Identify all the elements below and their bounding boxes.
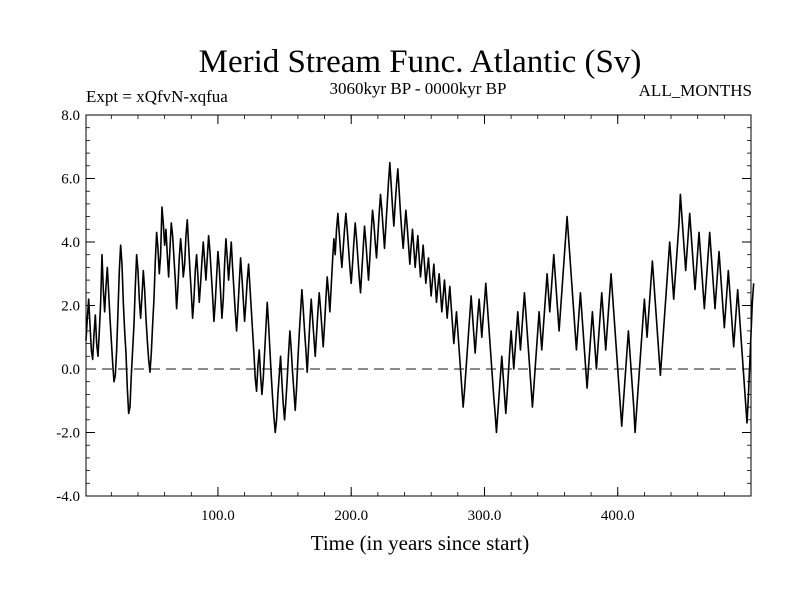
y-tick-label: 8.0 xyxy=(61,108,80,124)
y-tick-label: 4.0 xyxy=(61,235,80,251)
y-tick-label: 0.0 xyxy=(61,362,80,378)
x-tick-label: 300.0 xyxy=(468,508,502,524)
y-tick-label: 6.0 xyxy=(61,172,80,188)
x-tick-label: 100.0 xyxy=(201,508,235,524)
period-label: 3060kyr BP - 0000kyr BP xyxy=(330,79,507,98)
x-tick-label: 400.0 xyxy=(601,508,635,524)
y-tick-label: 2.0 xyxy=(61,299,80,315)
x-axis-label: Time (in years since start) xyxy=(311,531,530,555)
plot-frame xyxy=(85,114,752,497)
series-line xyxy=(85,161,755,434)
y-tick-label: -2.0 xyxy=(56,426,80,442)
months-label: ALL_MONTHS xyxy=(639,81,752,100)
y-tick-label: -4.0 xyxy=(56,489,80,505)
expt-label: Expt = xQfvN-xqfua xyxy=(86,87,228,106)
axis-ticks xyxy=(86,114,751,497)
chart-title: Merid Stream Func. Atlantic (Sv) xyxy=(199,44,642,80)
tick-labels: -4.0 -2.0 0.0 2.0 4.0 6.0 8.0 100.0 200.0 300.0 40… xyxy=(56,108,634,524)
x-tick-label: 200.0 xyxy=(334,508,368,524)
